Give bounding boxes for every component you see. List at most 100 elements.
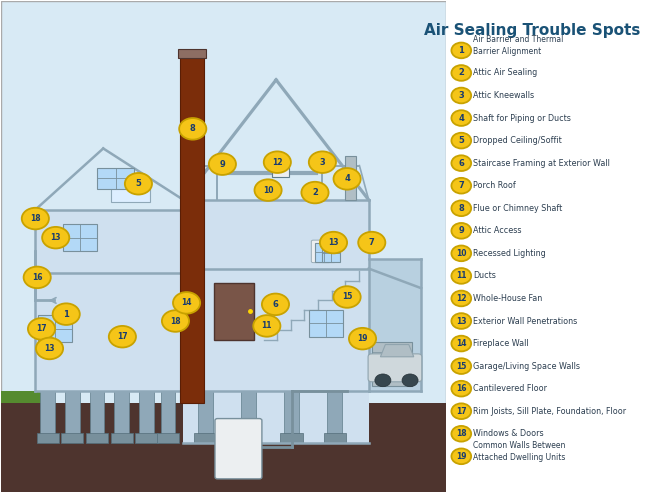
Polygon shape [380, 345, 414, 357]
Text: 17: 17 [456, 407, 466, 416]
Circle shape [334, 286, 361, 308]
Text: 3: 3 [319, 158, 325, 167]
Text: 15: 15 [456, 361, 466, 371]
Text: 3: 3 [459, 91, 464, 100]
Text: 9: 9 [459, 226, 464, 235]
Circle shape [28, 318, 55, 340]
Text: Attic Kneewalls: Attic Kneewalls [473, 91, 534, 100]
Circle shape [254, 179, 282, 201]
Circle shape [36, 338, 63, 359]
Text: 15: 15 [342, 292, 352, 302]
Text: 14: 14 [456, 339, 466, 348]
Circle shape [349, 328, 376, 350]
Text: Air Barrier and Thermal
Barrier Alignment: Air Barrier and Thermal Barrier Alignmen… [473, 35, 564, 56]
Text: 10: 10 [456, 249, 466, 258]
Text: 2: 2 [459, 69, 464, 77]
Text: Common Walls Between
Attached Dwelling Units: Common Walls Between Attached Dwelling U… [473, 441, 566, 461]
Bar [181, 53, 204, 403]
Circle shape [451, 133, 471, 148]
Text: 14: 14 [181, 298, 192, 307]
Circle shape [334, 168, 361, 190]
Bar [65, 391, 79, 435]
Text: 8: 8 [190, 124, 196, 133]
FancyBboxPatch shape [368, 354, 422, 382]
Text: 19: 19 [456, 452, 466, 461]
Text: 13: 13 [51, 233, 61, 242]
Text: 17: 17 [36, 324, 47, 333]
Circle shape [451, 42, 471, 58]
Circle shape [451, 449, 471, 464]
Text: 2: 2 [312, 188, 318, 197]
Bar [315, 243, 334, 262]
Circle shape [451, 426, 471, 442]
Circle shape [451, 201, 471, 216]
Circle shape [263, 151, 291, 173]
Circle shape [451, 110, 471, 126]
Bar [61, 433, 83, 443]
Text: 7: 7 [369, 238, 374, 247]
Circle shape [451, 290, 471, 306]
Circle shape [125, 173, 152, 195]
Text: 4: 4 [344, 175, 350, 183]
Circle shape [451, 88, 471, 104]
Text: Attic Access: Attic Access [473, 226, 522, 235]
Bar [1, 391, 51, 403]
Text: Shaft for Piping or Ducts: Shaft for Piping or Ducts [473, 113, 571, 123]
Circle shape [402, 374, 418, 387]
Bar [183, 391, 369, 443]
Circle shape [358, 232, 386, 253]
Text: 8: 8 [459, 204, 464, 213]
Polygon shape [183, 200, 369, 391]
Text: 12: 12 [456, 294, 466, 303]
Text: 6: 6 [273, 300, 279, 309]
Circle shape [302, 182, 328, 203]
Text: 9: 9 [219, 160, 225, 169]
Text: 1: 1 [459, 46, 464, 55]
Circle shape [451, 313, 471, 329]
Circle shape [451, 268, 471, 284]
Bar [194, 433, 216, 443]
Bar [135, 433, 158, 443]
Circle shape [451, 223, 471, 239]
Bar [86, 433, 108, 443]
Bar [198, 391, 212, 435]
Text: Ducts: Ducts [473, 272, 496, 281]
Circle shape [309, 151, 336, 173]
Text: Recessed Lighting: Recessed Lighting [473, 249, 546, 258]
Bar [97, 168, 134, 189]
Bar [37, 433, 58, 443]
Bar [241, 391, 256, 435]
Bar [139, 391, 154, 435]
Bar [157, 433, 179, 443]
Circle shape [451, 65, 471, 81]
Circle shape [173, 292, 200, 314]
Text: 5: 5 [135, 179, 141, 188]
Bar [324, 433, 346, 443]
Bar [111, 179, 150, 203]
Text: Attic Air Sealing: Attic Air Sealing [473, 69, 537, 77]
Bar [272, 167, 289, 177]
Circle shape [262, 293, 289, 315]
Circle shape [53, 303, 79, 325]
Bar [1, 1, 446, 492]
Text: 18: 18 [30, 214, 41, 223]
Text: 12: 12 [272, 158, 283, 167]
Text: Cantilevered Floor: Cantilevered Floor [473, 384, 547, 393]
FancyBboxPatch shape [215, 419, 262, 479]
Circle shape [24, 267, 51, 288]
Text: Fireplace Wall: Fireplace Wall [473, 339, 529, 348]
Circle shape [109, 326, 136, 348]
Bar [38, 315, 72, 342]
Text: Garage/Living Space Walls: Garage/Living Space Walls [473, 361, 580, 371]
Text: 4: 4 [459, 113, 464, 123]
Bar [178, 49, 206, 58]
Text: Windows & Doors: Windows & Doors [473, 429, 543, 438]
Circle shape [375, 374, 391, 387]
Bar [345, 156, 355, 200]
Circle shape [253, 315, 281, 337]
Circle shape [451, 403, 471, 419]
FancyBboxPatch shape [311, 240, 330, 263]
Circle shape [179, 118, 206, 140]
Circle shape [451, 178, 471, 194]
Circle shape [451, 246, 471, 261]
